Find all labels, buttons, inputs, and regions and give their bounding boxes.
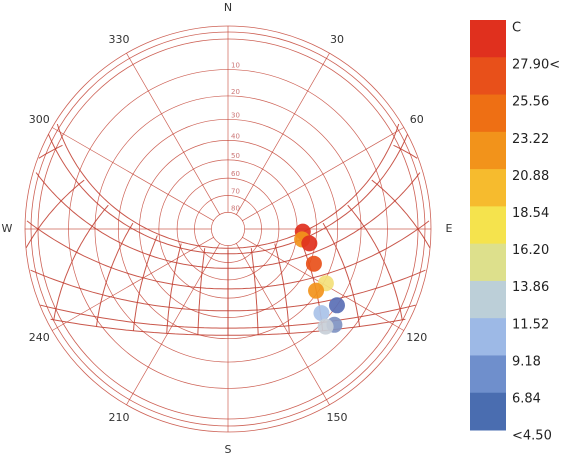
- hour-line: [25, 179, 85, 248]
- azimuth-label: 30: [330, 33, 344, 46]
- legend-label: 25.56: [512, 95, 549, 110]
- cardinal-label: W: [2, 222, 13, 235]
- legend-label: 13.86: [512, 280, 549, 295]
- sun-path: [56, 123, 400, 249]
- legend-swatch: [470, 169, 506, 207]
- azimuth-line: [236, 53, 330, 215]
- azimuth-line: [52, 127, 214, 221]
- altitude-label: 60: [231, 170, 240, 178]
- legend-swatch: [470, 392, 506, 431]
- legend-swatch: [470, 94, 506, 133]
- hour-line: [96, 222, 134, 327]
- altitude-label: 50: [231, 152, 240, 160]
- legend-label: 20.88: [512, 169, 549, 184]
- hour-line: [250, 248, 259, 335]
- azimuth-line: [236, 243, 330, 405]
- legend-title: C: [512, 21, 521, 36]
- hour-line: [197, 248, 206, 335]
- hour-line: [347, 204, 403, 320]
- altitude-ring: [211, 212, 245, 246]
- legend-swatch: [470, 131, 506, 170]
- legend-label: 18.54: [512, 206, 549, 221]
- data-point: [308, 282, 325, 299]
- azimuth-label: 120: [406, 331, 427, 344]
- legend-swatch: [470, 206, 506, 245]
- legend-label: 6.84: [512, 392, 541, 407]
- legend-label: 27.90<: [512, 58, 560, 73]
- azimuth-line: [126, 53, 220, 215]
- cardinal-label: E: [446, 222, 453, 235]
- azimuth-label: 210: [109, 411, 130, 424]
- azimuth-label: 300: [29, 113, 50, 126]
- altitude-label: 40: [231, 132, 240, 140]
- legend-swatch: [470, 57, 506, 96]
- legend-swatch: [470, 355, 506, 394]
- hour-line: [53, 204, 109, 320]
- data-point: [301, 235, 318, 252]
- hour-line: [322, 222, 360, 327]
- hour-line: [274, 243, 290, 334]
- hour-line: [166, 243, 182, 334]
- legend-swatch: [470, 243, 506, 282]
- data-point: [313, 305, 330, 322]
- legend-swatch: [470, 280, 506, 319]
- hour-line: [371, 179, 431, 248]
- data-point: [317, 318, 334, 335]
- hour-line: [132, 235, 158, 331]
- altitude-label: 30: [231, 111, 240, 119]
- legend-label: 9.18: [512, 354, 541, 369]
- legend-swatch: [470, 318, 506, 356]
- legend-label: 23.22: [512, 132, 549, 147]
- azimuth-label: 330: [109, 33, 130, 46]
- altitude-label: 70: [231, 187, 240, 195]
- altitude-label: 80: [231, 204, 240, 212]
- altitude-label: 20: [231, 88, 240, 96]
- azimuth-line: [126, 243, 220, 405]
- azimuth-line: [242, 127, 404, 221]
- cardinal-label: S: [225, 443, 232, 456]
- legend-swatch: [470, 20, 506, 58]
- legend-label: <4.50: [512, 429, 552, 444]
- azimuth-label: 240: [29, 331, 50, 344]
- altitude-label: 10: [231, 62, 240, 70]
- cardinal-label: N: [224, 1, 232, 14]
- hour-line: [38, 144, 63, 159]
- data-point: [328, 297, 345, 314]
- legend-label: 16.20: [512, 243, 549, 258]
- data-point: [305, 255, 322, 272]
- azimuth-line: [52, 237, 214, 331]
- azimuth-label: 150: [327, 411, 348, 424]
- legend-label: 11.52: [512, 317, 549, 332]
- hour-line: [393, 144, 418, 159]
- azimuth-label: 60: [410, 113, 424, 126]
